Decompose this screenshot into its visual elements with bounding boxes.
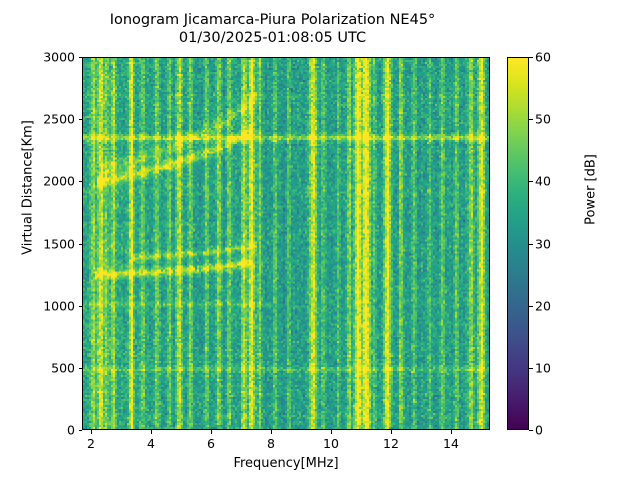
x-axis-label: Frequency[MHz]: [233, 456, 339, 471]
x-tick-label: 14: [443, 436, 459, 451]
colorbar-tick-label: 30: [535, 236, 551, 251]
colorbar[interactable]: [507, 57, 529, 430]
x-tick-mark: [151, 430, 152, 434]
y-tick-label: 500: [51, 360, 75, 376]
colorbar-tick-label: 60: [535, 49, 551, 65]
colorbar-tick-label: 0: [535, 422, 543, 438]
figure-title: Ionogram Jicamarca-Piura Polarization NE…: [0, 11, 545, 47]
y-tick-label: 2500: [43, 111, 75, 127]
colorbar-tick-mark: [529, 57, 533, 58]
x-tick-label: 8: [267, 436, 275, 451]
y-tick-mark: [78, 119, 82, 121]
x-tick-mark: [331, 430, 332, 434]
colorbar-tick-mark: [529, 430, 533, 431]
colorbar-tick-mark: [529, 119, 533, 121]
y-tick-mark: [78, 181, 82, 183]
title-line-1: Ionogram Jicamarca-Piura Polarization NE…: [109, 12, 436, 28]
ionogram-heatmap[interactable]: [83, 58, 489, 429]
x-tick-mark: [451, 430, 452, 434]
x-tick-label: 2: [87, 436, 95, 451]
y-tick-label: 1500: [43, 236, 75, 251]
x-tick-label: 4: [147, 436, 155, 451]
x-tick-mark: [271, 430, 272, 434]
y-tick-label: 2000: [43, 173, 75, 189]
x-tick-mark: [91, 430, 92, 434]
y-tick-label: 0: [67, 422, 75, 438]
colorbar-tick-mark: [529, 243, 533, 245]
ionogram-plot-area[interactable]: [82, 57, 490, 430]
colorbar-tick-label: 40: [535, 173, 551, 189]
x-tick-label: 12: [383, 436, 399, 451]
x-tick-mark: [211, 430, 212, 434]
colorbar-tick-mark: [529, 305, 533, 307]
colorbar-label: Power [dB]: [583, 154, 599, 225]
x-tick-label: 6: [207, 436, 215, 451]
y-tick-mark: [78, 430, 82, 431]
y-tick-label: 1000: [43, 298, 75, 314]
y-tick-label: 3000: [43, 49, 75, 65]
y-tick-mark: [78, 57, 82, 58]
colorbar-tick-mark: [529, 367, 533, 369]
y-tick-mark: [78, 243, 82, 245]
y-tick-mark: [78, 367, 82, 369]
title-line-2: 01/30/2025-01:08:05 UTC: [178, 30, 367, 46]
colorbar-tick-label: 50: [535, 111, 551, 127]
colorbar-tick-mark: [529, 181, 533, 183]
y-tick-mark: [78, 305, 82, 307]
colorbar-tick-label: 20: [535, 298, 551, 314]
x-tick-mark: [391, 430, 392, 434]
x-tick-label: 10: [323, 436, 339, 451]
y-axis-label: Virtual Distance[Km]: [20, 120, 36, 255]
colorbar-gradient: [508, 58, 528, 429]
colorbar-tick-label: 10: [535, 360, 551, 376]
